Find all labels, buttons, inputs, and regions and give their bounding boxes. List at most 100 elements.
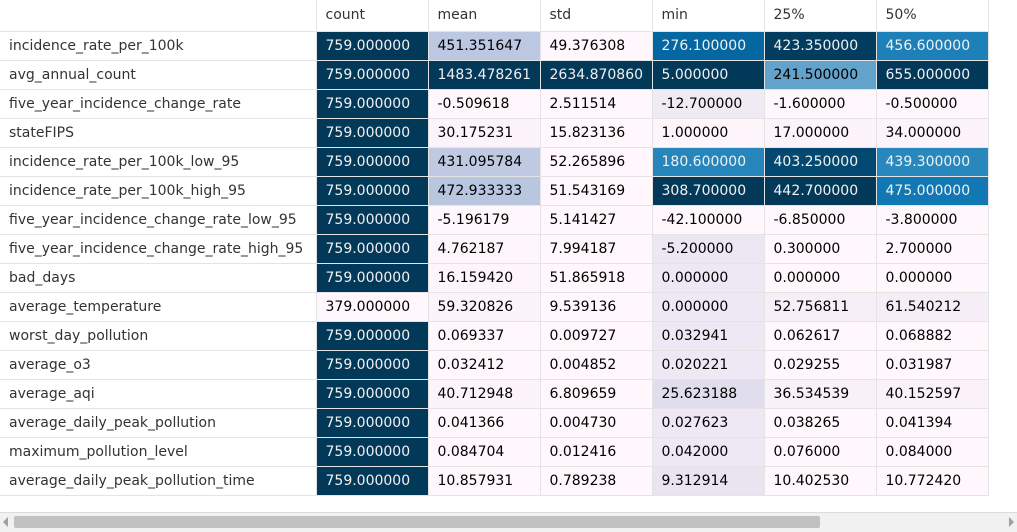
table-cell: 34.000000 <box>876 118 989 148</box>
table-cell: 308.700000 <box>652 176 765 206</box>
table-cell: 7.994187 <box>540 234 653 264</box>
table-cell: 36.534539 <box>764 379 877 409</box>
table-cell: 16.159420 <box>428 263 541 293</box>
table-cell: 0.084704 <box>428 437 541 467</box>
table-cell: 0.041394 <box>876 408 989 438</box>
row-label: worst_day_pollution <box>0 321 317 351</box>
table-cell: 180.600000 <box>652 147 765 177</box>
table-cell: 379.000000 <box>316 292 429 322</box>
table-cell: 0.041366 <box>428 408 541 438</box>
table-cell: 0.789238 <box>540 466 653 496</box>
table-cell: -5.196179 <box>428 205 541 235</box>
table-cell: 0.000000 <box>652 292 765 322</box>
table-cell: 4.762187 <box>428 234 541 264</box>
table-row: incidence_rate_per_100k_high_95 759.00000… <box>0 176 989 206</box>
table-cell: 0.031987 <box>876 350 989 380</box>
table-row: incidence_rate_per_100k_low_95 759.000000… <box>0 147 989 177</box>
table-row: average_daily_peak_pollution_time 759.000… <box>0 466 989 496</box>
table-cell: 15.823136 <box>540 118 653 148</box>
table-cell: 52.756811 <box>764 292 877 322</box>
table-row: stateFIPS 759.000000 30.175231 15.823136 1.0… <box>0 118 989 148</box>
table-cell: 25.623188 <box>652 379 765 409</box>
table-cell: 759.000000 <box>316 147 429 177</box>
table-cell: 1483.478261 <box>428 60 541 90</box>
table-cell: -5.200000 <box>652 234 765 264</box>
table-cell: 472.933333 <box>428 176 541 206</box>
table-cell: 5.000000 <box>652 60 765 90</box>
table-cell: 0.029255 <box>764 350 877 380</box>
table-row: bad_days 759.000000 16.159420 51.865918 0.00… <box>0 263 989 293</box>
table-cell: 759.000000 <box>316 408 429 438</box>
horizontal-scrollbar[interactable] <box>0 512 1017 532</box>
table-cell: 5.141427 <box>540 205 653 235</box>
table-cell: 6.809659 <box>540 379 653 409</box>
row-label: average_daily_peak_pollution_time <box>0 466 317 496</box>
table-cell: -1.600000 <box>764 89 877 119</box>
table-cell: 1.000000 <box>652 118 765 148</box>
table-cell: 0.038265 <box>764 408 877 438</box>
row-label: maximum_pollution_level <box>0 437 317 467</box>
column-header: 50% <box>876 0 989 32</box>
row-label: incidence_rate_per_100k_high_95 <box>0 176 317 206</box>
table-cell: 759.000000 <box>316 263 429 293</box>
column-header: min <box>652 0 765 32</box>
table-cell: 52.265896 <box>540 147 653 177</box>
table-cell: 403.250000 <box>764 147 877 177</box>
table-cell: 0.000000 <box>764 263 877 293</box>
table-row: incidence_rate_per_100k 759.000000 451.351… <box>0 31 989 61</box>
table-cell: 0.069337 <box>428 321 541 351</box>
table-cell: 759.000000 <box>316 466 429 496</box>
table-cell: 0.084000 <box>876 437 989 467</box>
table-header-row: count mean std min 25% 50% <box>0 0 989 32</box>
index-header <box>0 0 317 32</box>
table-cell: 40.712948 <box>428 379 541 409</box>
table-cell: 655.000000 <box>876 60 989 90</box>
scroll-right-arrow-icon[interactable] <box>1009 517 1014 527</box>
column-header: count <box>316 0 429 32</box>
table-cell: 759.000000 <box>316 176 429 206</box>
row-label: average_temperature <box>0 292 317 322</box>
table-cell: 0.300000 <box>764 234 877 264</box>
table-cell: -6.850000 <box>764 205 877 235</box>
table-cell: 10.402530 <box>764 466 877 496</box>
table-cell: 759.000000 <box>316 437 429 467</box>
table-cell: 10.857931 <box>428 466 541 496</box>
table-cell: 439.300000 <box>876 147 989 177</box>
table-cell: 17.000000 <box>764 118 877 148</box>
table-cell: 759.000000 <box>316 118 429 148</box>
row-label: average_daily_peak_pollution <box>0 408 317 438</box>
table-cell: 0.068882 <box>876 321 989 351</box>
table-cell: 759.000000 <box>316 31 429 61</box>
table-row: worst_day_pollution 759.000000 0.069337 0.0… <box>0 321 989 351</box>
table-cell: 759.000000 <box>316 379 429 409</box>
table-cell: 759.000000 <box>316 205 429 235</box>
table-cell: 0.032412 <box>428 350 541 380</box>
table-cell: 0.032941 <box>652 321 765 351</box>
row-label: average_o3 <box>0 350 317 380</box>
table-row: five_year_incidence_change_rate_high_95 7… <box>0 234 989 264</box>
table-cell: 759.000000 <box>316 350 429 380</box>
scroll-left-arrow-icon[interactable] <box>3 517 8 527</box>
table-cell: -42.100000 <box>652 205 765 235</box>
table-cell: 51.543169 <box>540 176 653 206</box>
table-cell: 759.000000 <box>316 321 429 351</box>
table-cell: 30.175231 <box>428 118 541 148</box>
row-label: incidence_rate_per_100k_low_95 <box>0 147 317 177</box>
table-row: maximum_pollution_level 759.000000 0.08470… <box>0 437 989 467</box>
table-cell: 2.511514 <box>540 89 653 119</box>
table-viewport[interactable]: count mean std min 25% 50% incidence_rate_per… <box>0 0 1017 512</box>
row-label: five_year_incidence_change_rate <box>0 89 317 119</box>
table-cell: 0.000000 <box>652 263 765 293</box>
table-cell: 49.376308 <box>540 31 653 61</box>
table-cell: 61.540212 <box>876 292 989 322</box>
table-cell: 51.865918 <box>540 263 653 293</box>
table-cell: 241.500000 <box>764 60 877 90</box>
table-cell: 759.000000 <box>316 234 429 264</box>
table-row: average_temperature 379.000000 59.320826 9.… <box>0 292 989 322</box>
scrollbar-thumb[interactable] <box>14 516 820 528</box>
table-cell: -0.500000 <box>876 89 989 119</box>
table-cell: 442.700000 <box>764 176 877 206</box>
row-label: incidence_rate_per_100k <box>0 31 317 61</box>
table-cell: 0.012416 <box>540 437 653 467</box>
column-header: mean <box>428 0 541 32</box>
